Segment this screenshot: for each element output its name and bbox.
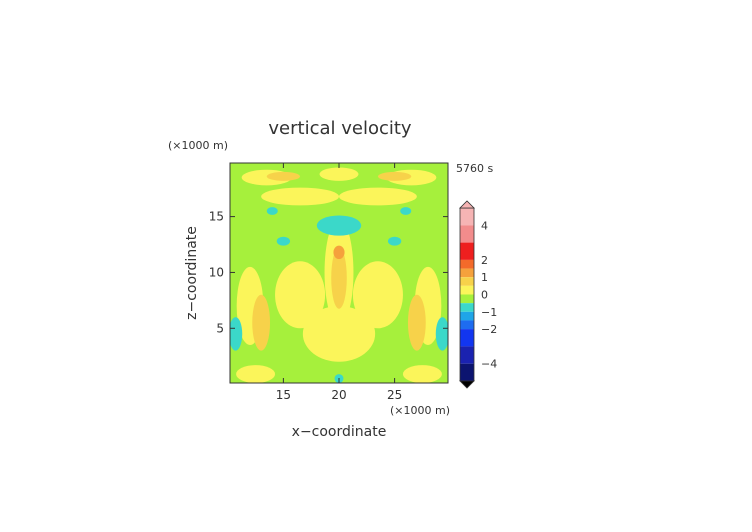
contour-region — [402, 365, 442, 383]
colorbar-segment — [460, 363, 474, 381]
y-tick-label: 15 — [209, 210, 224, 224]
x-tick-label: 20 — [331, 388, 346, 402]
x-axis: 15 20 25 — [276, 163, 402, 402]
contour-region — [377, 171, 412, 181]
colorbar-segment — [460, 329, 474, 347]
colorbar-tick-label: −1 — [481, 306, 497, 319]
contour-region — [339, 187, 417, 206]
contour-region — [252, 294, 271, 351]
colorbar-min-arrow — [459, 380, 475, 389]
y-axis-label: z−coordinate — [184, 226, 200, 320]
y-unit-label: (×1000 m) — [168, 139, 228, 152]
chart-title: vertical velocity — [268, 118, 412, 139]
contour-region — [302, 305, 376, 362]
x-axis-label: x−coordinate — [292, 424, 387, 440]
colorbar-segment — [460, 277, 474, 286]
contour-region — [319, 167, 359, 181]
colorbar-segment — [460, 320, 474, 330]
colorbar-tick-label: 0 — [481, 289, 488, 302]
contour-region — [407, 294, 426, 351]
contour-region — [400, 207, 412, 215]
colorbar-segment — [460, 242, 474, 260]
contour-region — [352, 261, 403, 329]
colorbar-tick-label: −2 — [481, 323, 497, 336]
y-tick-label: 10 — [209, 265, 224, 279]
contour-region — [266, 171, 301, 181]
contour-region — [276, 236, 291, 246]
contour-region — [333, 245, 345, 260]
colorbar-segment — [460, 303, 474, 312]
colorbar-segment — [460, 311, 474, 321]
colorbar-max-arrow — [459, 200, 475, 209]
x-tick-label: 15 — [276, 388, 291, 402]
contour-region — [230, 317, 243, 351]
colorbar-tick-label: 4 — [481, 219, 488, 232]
contour-region — [435, 317, 448, 351]
colorbar-segment — [460, 225, 474, 243]
colorbar-segment — [460, 285, 474, 295]
contour-region — [236, 365, 276, 383]
colorbar: 4 2 1 0 −1 −2 −4 — [459, 200, 497, 389]
colorbar-tick-label: −4 — [481, 358, 497, 371]
x-tick-label: 25 — [387, 388, 402, 402]
colorbar-segment — [460, 259, 474, 269]
colorbar-segment — [460, 268, 474, 278]
y-axis: 5 10 15 — [209, 210, 448, 335]
contour-region — [316, 215, 362, 236]
y-tick-label: 5 — [216, 321, 224, 335]
colorbar-tick-label: 1 — [481, 271, 488, 284]
contour-region — [387, 236, 402, 246]
colorbar-segment — [460, 346, 474, 364]
time-label: 5760 s — [456, 162, 493, 175]
contour-region — [261, 187, 340, 206]
velocity-field — [230, 163, 448, 383]
colorbar-segment — [460, 208, 474, 226]
contour-region — [266, 207, 278, 215]
x-unit-label: (×1000 m) — [390, 404, 450, 417]
contour-region — [331, 247, 347, 309]
colorbar-tick-label: 2 — [481, 254, 488, 267]
colorbar-segment — [460, 294, 474, 304]
contour-region — [275, 261, 326, 329]
